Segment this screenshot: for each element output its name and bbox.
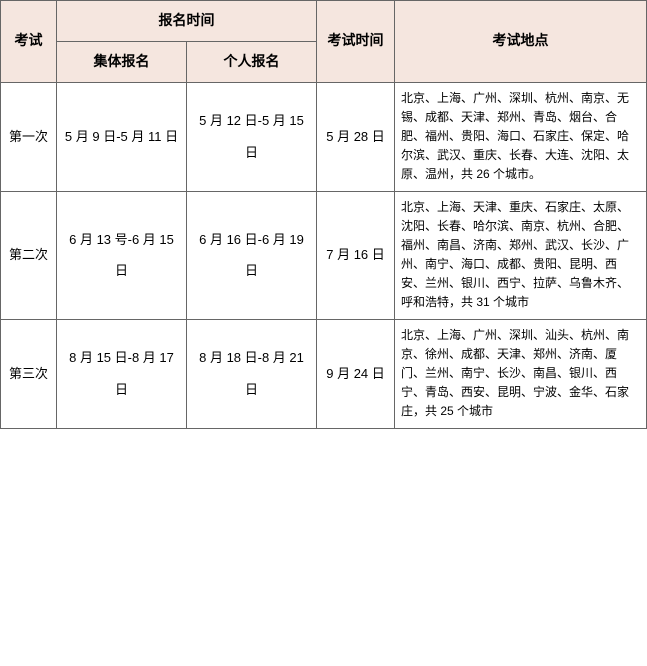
cell-exam-loc: 北京、上海、广州、深圳、杭州、南京、无锡、成都、天津、郑州、青岛、烟台、合肥、福…	[395, 82, 647, 191]
header-group-reg: 集体报名	[57, 41, 187, 82]
header-reg-time: 报名时间	[57, 1, 317, 42]
table-body: 第一次 5 月 9 日-5 月 11 日 5 月 12 日-5 月 15 日 5…	[1, 82, 647, 428]
header-exam: 考试	[1, 1, 57, 83]
cell-exam-name: 第二次	[1, 191, 57, 319]
cell-exam-name: 第一次	[1, 82, 57, 191]
header-row-1: 考试 报名时间 考试时间 考试地点	[1, 1, 647, 42]
table-row: 第三次 8 月 15 日-8 月 17 日 8 月 18 日-8 月 21 日 …	[1, 319, 647, 428]
header-exam-time: 考试时间	[317, 1, 395, 83]
cell-indiv-reg: 6 月 16 日-6 月 19 日	[187, 191, 317, 319]
cell-exam-loc: 北京、上海、广州、深圳、汕头、杭州、南京、徐州、成都、天津、郑州、济南、厦门、兰…	[395, 319, 647, 428]
schedule-table: 考试 报名时间 考试时间 考试地点 集体报名 个人报名 第一次 5 月 9 日-…	[0, 0, 647, 429]
cell-exam-time: 5 月 28 日	[317, 82, 395, 191]
table-row: 第二次 6 月 13 号-6 月 15 日 6 月 16 日-6 月 19 日 …	[1, 191, 647, 319]
cell-group-reg: 8 月 15 日-8 月 17 日	[57, 319, 187, 428]
cell-exam-loc: 北京、上海、天津、重庆、石家庄、太原、沈阳、长春、哈尔滨、南京、杭州、合肥、福州…	[395, 191, 647, 319]
table-header: 考试 报名时间 考试时间 考试地点 集体报名 个人报名	[1, 1, 647, 83]
header-exam-loc: 考试地点	[395, 1, 647, 83]
cell-group-reg: 5 月 9 日-5 月 11 日	[57, 82, 187, 191]
header-indiv-reg: 个人报名	[187, 41, 317, 82]
cell-group-reg: 6 月 13 号-6 月 15 日	[57, 191, 187, 319]
table-row: 第一次 5 月 9 日-5 月 11 日 5 月 12 日-5 月 15 日 5…	[1, 82, 647, 191]
cell-exam-time: 7 月 16 日	[317, 191, 395, 319]
cell-exam-time: 9 月 24 日	[317, 319, 395, 428]
cell-exam-name: 第三次	[1, 319, 57, 428]
cell-indiv-reg: 8 月 18 日-8 月 21 日	[187, 319, 317, 428]
schedule-table-container: 考试 报名时间 考试时间 考试地点 集体报名 个人报名 第一次 5 月 9 日-…	[0, 0, 647, 429]
cell-indiv-reg: 5 月 12 日-5 月 15 日	[187, 82, 317, 191]
